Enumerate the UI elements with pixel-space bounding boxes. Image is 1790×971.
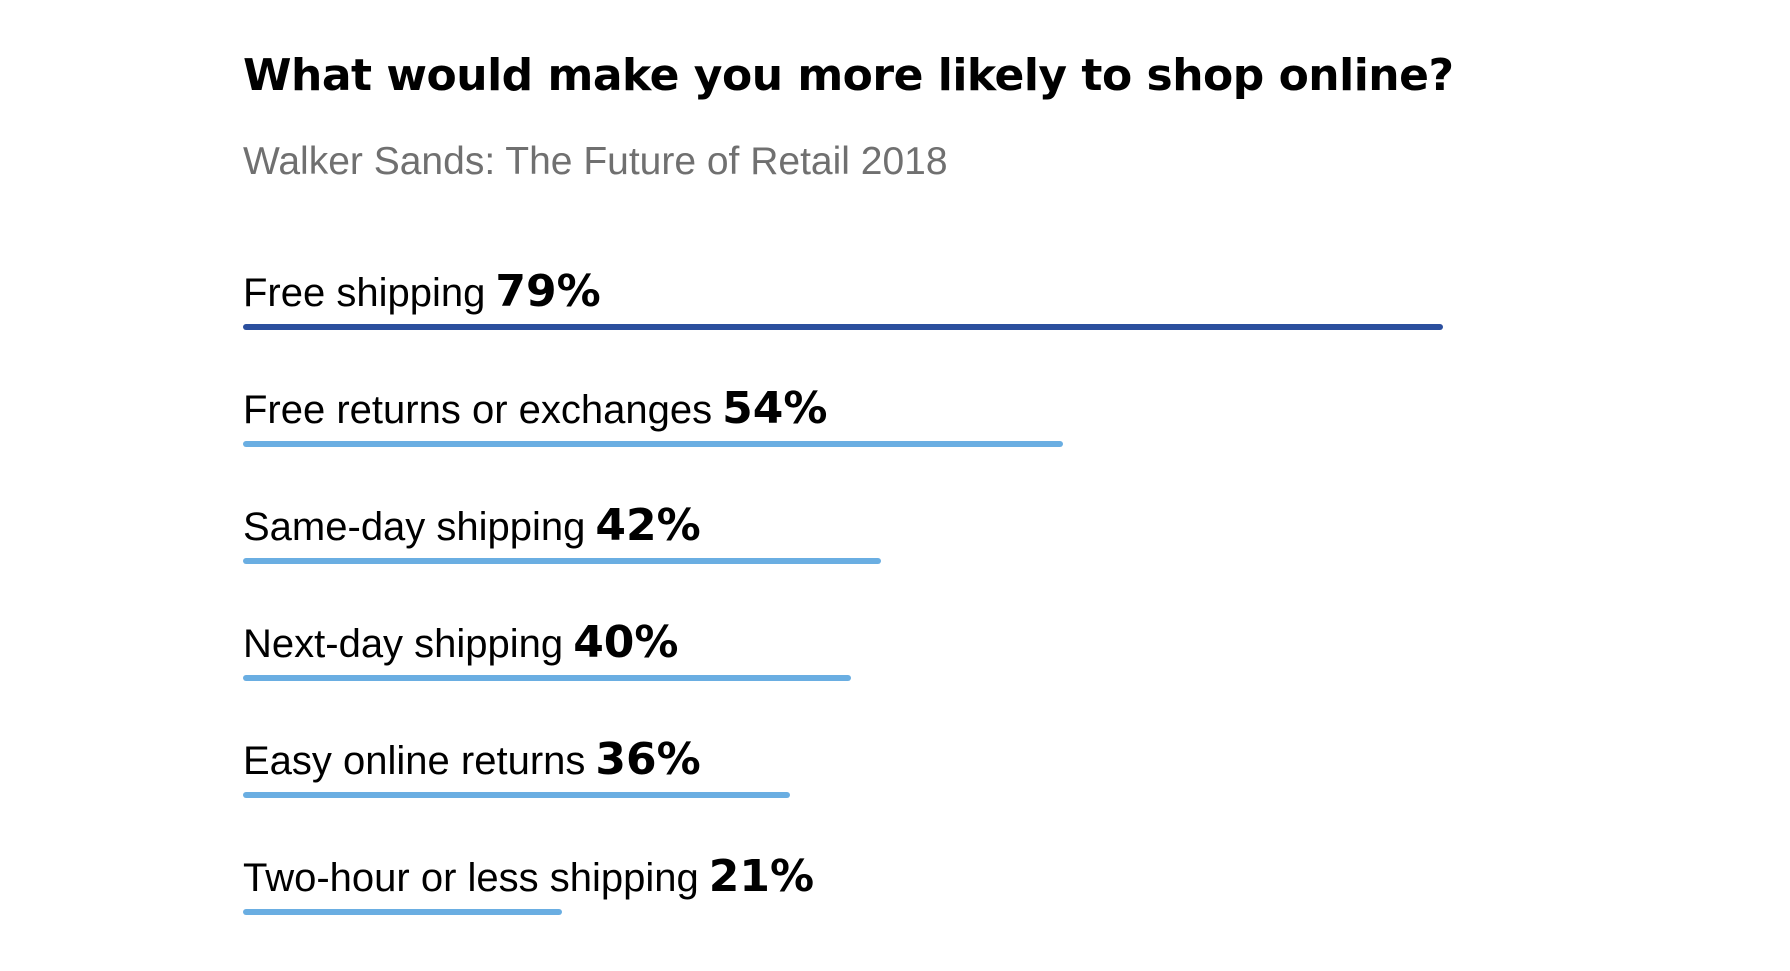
bar — [243, 675, 851, 681]
bar-row: Free returns or exchanges 54% — [243, 367, 1443, 447]
category-label: Easy online returns — [243, 739, 586, 783]
bar-row: Two-hour or less shipping 21% — [243, 835, 1443, 915]
bar-label-line: Free shipping 79% — [243, 270, 601, 314]
value-label: 21% — [708, 851, 815, 902]
bar-row: Free shipping 79% — [243, 250, 1443, 330]
bar-label-line: Two-hour or less shipping 21% — [243, 855, 814, 899]
bar — [243, 558, 881, 564]
bar-label-line: Next-day shipping 40% — [243, 621, 679, 665]
bar — [243, 324, 1443, 330]
category-label: Free returns or exchanges — [243, 388, 713, 432]
bar-row: Next-day shipping 40% — [243, 601, 1443, 681]
value-label: 79% — [495, 266, 601, 317]
category-label: Two-hour or less shipping — [243, 856, 699, 900]
value-label: 36% — [595, 734, 701, 785]
bar-label-line: Free returns or exchanges 54% — [243, 387, 827, 431]
category-label: Next-day shipping — [243, 622, 564, 666]
bar-list: Free shipping 79% Free returns or exchange… — [243, 250, 1443, 930]
bar — [243, 441, 1063, 447]
value-label: 40% — [573, 617, 679, 668]
value-label: 42% — [595, 500, 701, 551]
value-label: 54% — [722, 383, 828, 434]
bar-label-line: Easy online returns 36% — [243, 738, 701, 782]
bar — [243, 909, 562, 915]
bar-row: Same-day shipping 42% — [243, 484, 1443, 564]
category-label: Same-day shipping — [243, 505, 586, 549]
chart-title: What would make you more likely to shop … — [243, 50, 1454, 101]
category-label: Free shipping — [243, 271, 486, 315]
bar — [243, 792, 790, 798]
chart-subtitle: Walker Sands: The Future of Retail 2018 — [243, 140, 948, 183]
bar-row: Easy online returns 36% — [243, 718, 1443, 798]
bar-label-line: Same-day shipping 42% — [243, 504, 701, 548]
